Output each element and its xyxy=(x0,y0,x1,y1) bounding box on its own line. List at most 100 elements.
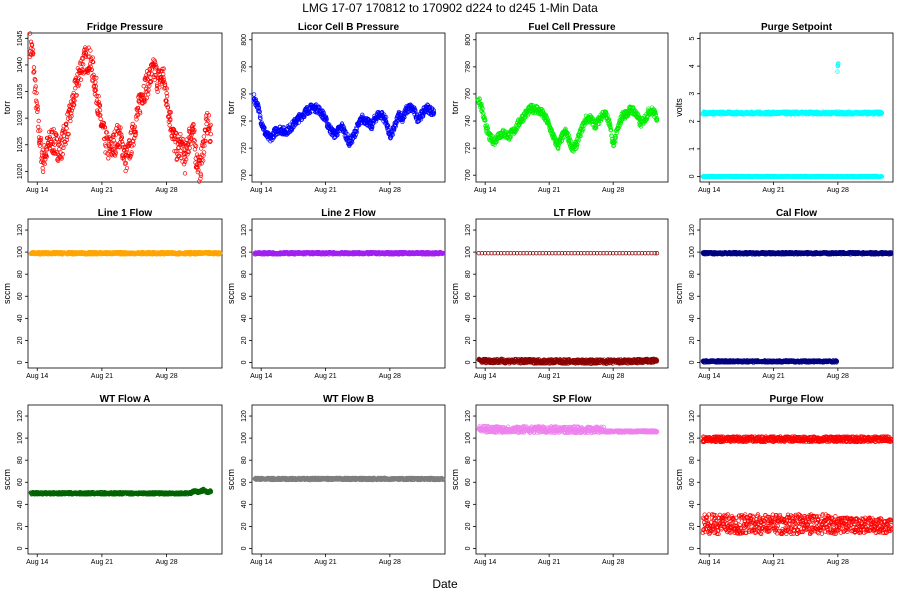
data-point xyxy=(156,69,162,74)
data-point xyxy=(29,43,35,48)
x-tick-label: Aug 21 xyxy=(538,187,560,194)
panel-title: Fuel Cell Pressure xyxy=(528,22,616,33)
data-point xyxy=(33,84,38,89)
data-point xyxy=(194,152,200,157)
data-point xyxy=(185,152,190,157)
data-point xyxy=(40,157,45,163)
data-point xyxy=(208,131,214,137)
data-point xyxy=(93,88,98,93)
x-tick-label: Aug 28 xyxy=(155,373,177,380)
data-point xyxy=(40,166,45,171)
data-point xyxy=(153,62,158,68)
data-point xyxy=(72,98,77,103)
data-point xyxy=(42,154,48,159)
data-point xyxy=(121,157,127,162)
data-point xyxy=(133,132,138,137)
y-axis-label: sccm xyxy=(226,283,236,304)
y-tick-label: 120 xyxy=(241,224,248,236)
data-point xyxy=(129,152,134,157)
y-tick-label: 1025 xyxy=(17,137,24,153)
y-tick-label: 20 xyxy=(17,336,24,344)
data-point xyxy=(174,149,179,154)
data-point xyxy=(138,110,143,116)
data-point xyxy=(98,116,103,121)
data-point xyxy=(141,84,146,89)
x-tick-label: Aug 21 xyxy=(91,373,113,380)
data-point xyxy=(165,102,170,107)
x-tick-label: Aug 28 xyxy=(602,187,624,194)
data-point xyxy=(65,116,71,121)
data-point xyxy=(161,77,167,83)
data-point xyxy=(56,158,61,164)
data-point xyxy=(94,93,99,98)
data-point xyxy=(193,144,199,149)
data-point xyxy=(69,114,74,119)
panel-title: Licor Cell B Pressure xyxy=(298,22,400,33)
data-point xyxy=(69,111,74,116)
data-point xyxy=(64,126,69,131)
data-point xyxy=(147,83,152,89)
y-tick-label: 20 xyxy=(465,336,472,344)
y-tick-label: 780 xyxy=(465,61,472,73)
data-point xyxy=(113,150,119,156)
data-point xyxy=(270,134,275,140)
x-tick-label: Aug 14 xyxy=(474,373,496,380)
data-point xyxy=(112,153,118,158)
data-point xyxy=(186,149,191,155)
data-point xyxy=(31,51,36,56)
x-tick-label: Aug 14 xyxy=(26,187,48,194)
data-point xyxy=(251,92,257,97)
data-point xyxy=(142,99,147,105)
plot-frame xyxy=(251,218,446,369)
data-point xyxy=(40,169,46,174)
data-point xyxy=(182,159,188,165)
data-point xyxy=(92,74,97,80)
data-point xyxy=(66,131,71,137)
data-point xyxy=(172,148,177,154)
y-tick-label: 700 xyxy=(465,169,472,181)
data-point xyxy=(51,147,57,153)
data-point xyxy=(106,143,112,149)
data-point xyxy=(173,130,179,135)
data-point xyxy=(91,59,96,65)
panel-1: Fridge Pressuretorr102010251030103510401… xyxy=(2,22,223,194)
data-point xyxy=(164,94,170,99)
data-point xyxy=(123,161,129,166)
series-1 xyxy=(27,31,214,184)
plot-frame xyxy=(699,32,894,183)
data-point xyxy=(65,112,70,117)
data-point xyxy=(183,141,189,146)
data-point xyxy=(131,142,136,147)
data-point xyxy=(187,145,192,151)
data-point xyxy=(60,152,65,157)
data-point xyxy=(36,118,41,124)
data-point xyxy=(88,48,93,53)
data-point xyxy=(204,121,209,127)
data-point xyxy=(45,135,50,141)
data-point xyxy=(38,135,44,141)
data-point xyxy=(191,137,196,142)
data-point xyxy=(56,140,62,145)
data-point xyxy=(109,153,115,158)
data-point xyxy=(181,162,187,167)
data-point xyxy=(152,58,157,63)
data-point xyxy=(38,137,43,143)
data-point xyxy=(154,82,160,87)
data-point xyxy=(164,98,169,103)
data-point xyxy=(203,138,208,144)
data-point xyxy=(38,128,43,133)
y-tick-label: 720 xyxy=(241,142,248,154)
plot-frame xyxy=(475,218,669,369)
data-point xyxy=(119,139,125,145)
data-point xyxy=(324,117,329,122)
data-point xyxy=(104,130,110,135)
data-point xyxy=(147,67,153,72)
data-point xyxy=(191,122,196,128)
data-point xyxy=(146,87,151,92)
y-tick-label: 1035 xyxy=(17,84,24,100)
data-point xyxy=(135,113,140,118)
data-point xyxy=(134,117,139,122)
y-tick-label: 80 xyxy=(465,270,472,278)
panel-title: Line 2 Flow xyxy=(321,208,376,219)
